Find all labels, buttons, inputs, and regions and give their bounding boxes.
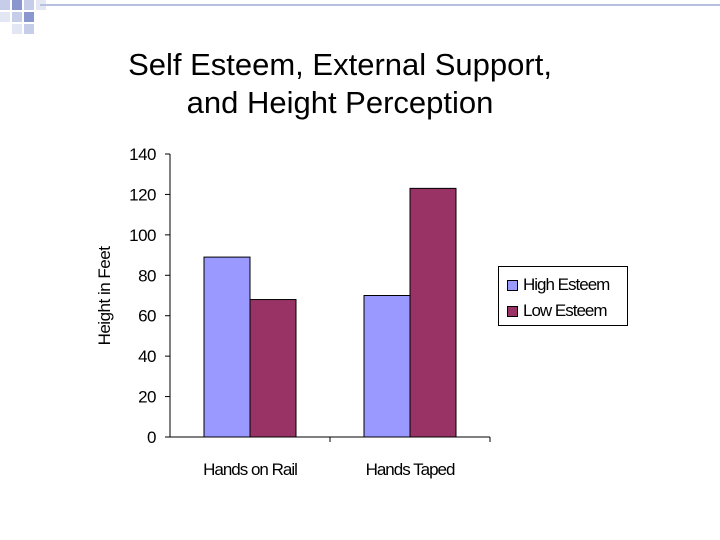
legend-item-high-esteem: High Esteem [507,275,610,295]
corner-square [0,0,10,10]
corner-square [24,0,34,10]
corner-square [12,12,22,22]
y-tick-label: 20 [138,388,156,407]
legend-label: High Esteem [523,275,610,294]
slide-title-line-2: and Height Perception [186,85,494,120]
y-axis-label: Height in Feet [95,246,114,346]
x-tick-labels: Hands on Rail Hands Taped [203,460,456,479]
legend-swatch [507,305,518,317]
slide-title-line-1: Self Esteem, External Support, [128,47,552,82]
corner-square [12,24,22,34]
x-tick-label: Hands on Rail [203,460,297,479]
bar-low-esteem-0 [249,299,297,438]
corner-square [0,12,10,22]
legend-swatch [507,279,518,291]
legend-label: Low Esteem [523,301,608,320]
y-tick-label: 80 [138,266,156,285]
corner-decoration [0,0,720,34]
y-tick-label: 120 [129,185,156,204]
legend: High Esteem Low Esteem [498,266,628,326]
corner-square [24,24,34,34]
y-tick-label: 0 [147,428,156,447]
y-tick-label: 140 [129,145,156,164]
y-tick-label: 100 [129,226,156,245]
y-tick-label: 60 [138,307,156,326]
corner-square [12,0,22,10]
y-tick-label: 40 [138,347,156,366]
corner-square [24,12,34,22]
bar-low-esteem-1 [409,187,457,438]
corner-line [40,4,720,6]
bar-high-esteem-1 [363,295,411,438]
x-tick-label: Hands Taped [366,460,455,479]
legend-item-low-esteem: Low Esteem [507,301,608,321]
bars [203,187,457,438]
bar-high-esteem-0 [203,256,251,438]
slide-title: Self Esteem, External Support, and Heigh… [60,46,620,122]
y-tick-labels: 0 20 40 60 80 100 120 140 [129,145,156,447]
